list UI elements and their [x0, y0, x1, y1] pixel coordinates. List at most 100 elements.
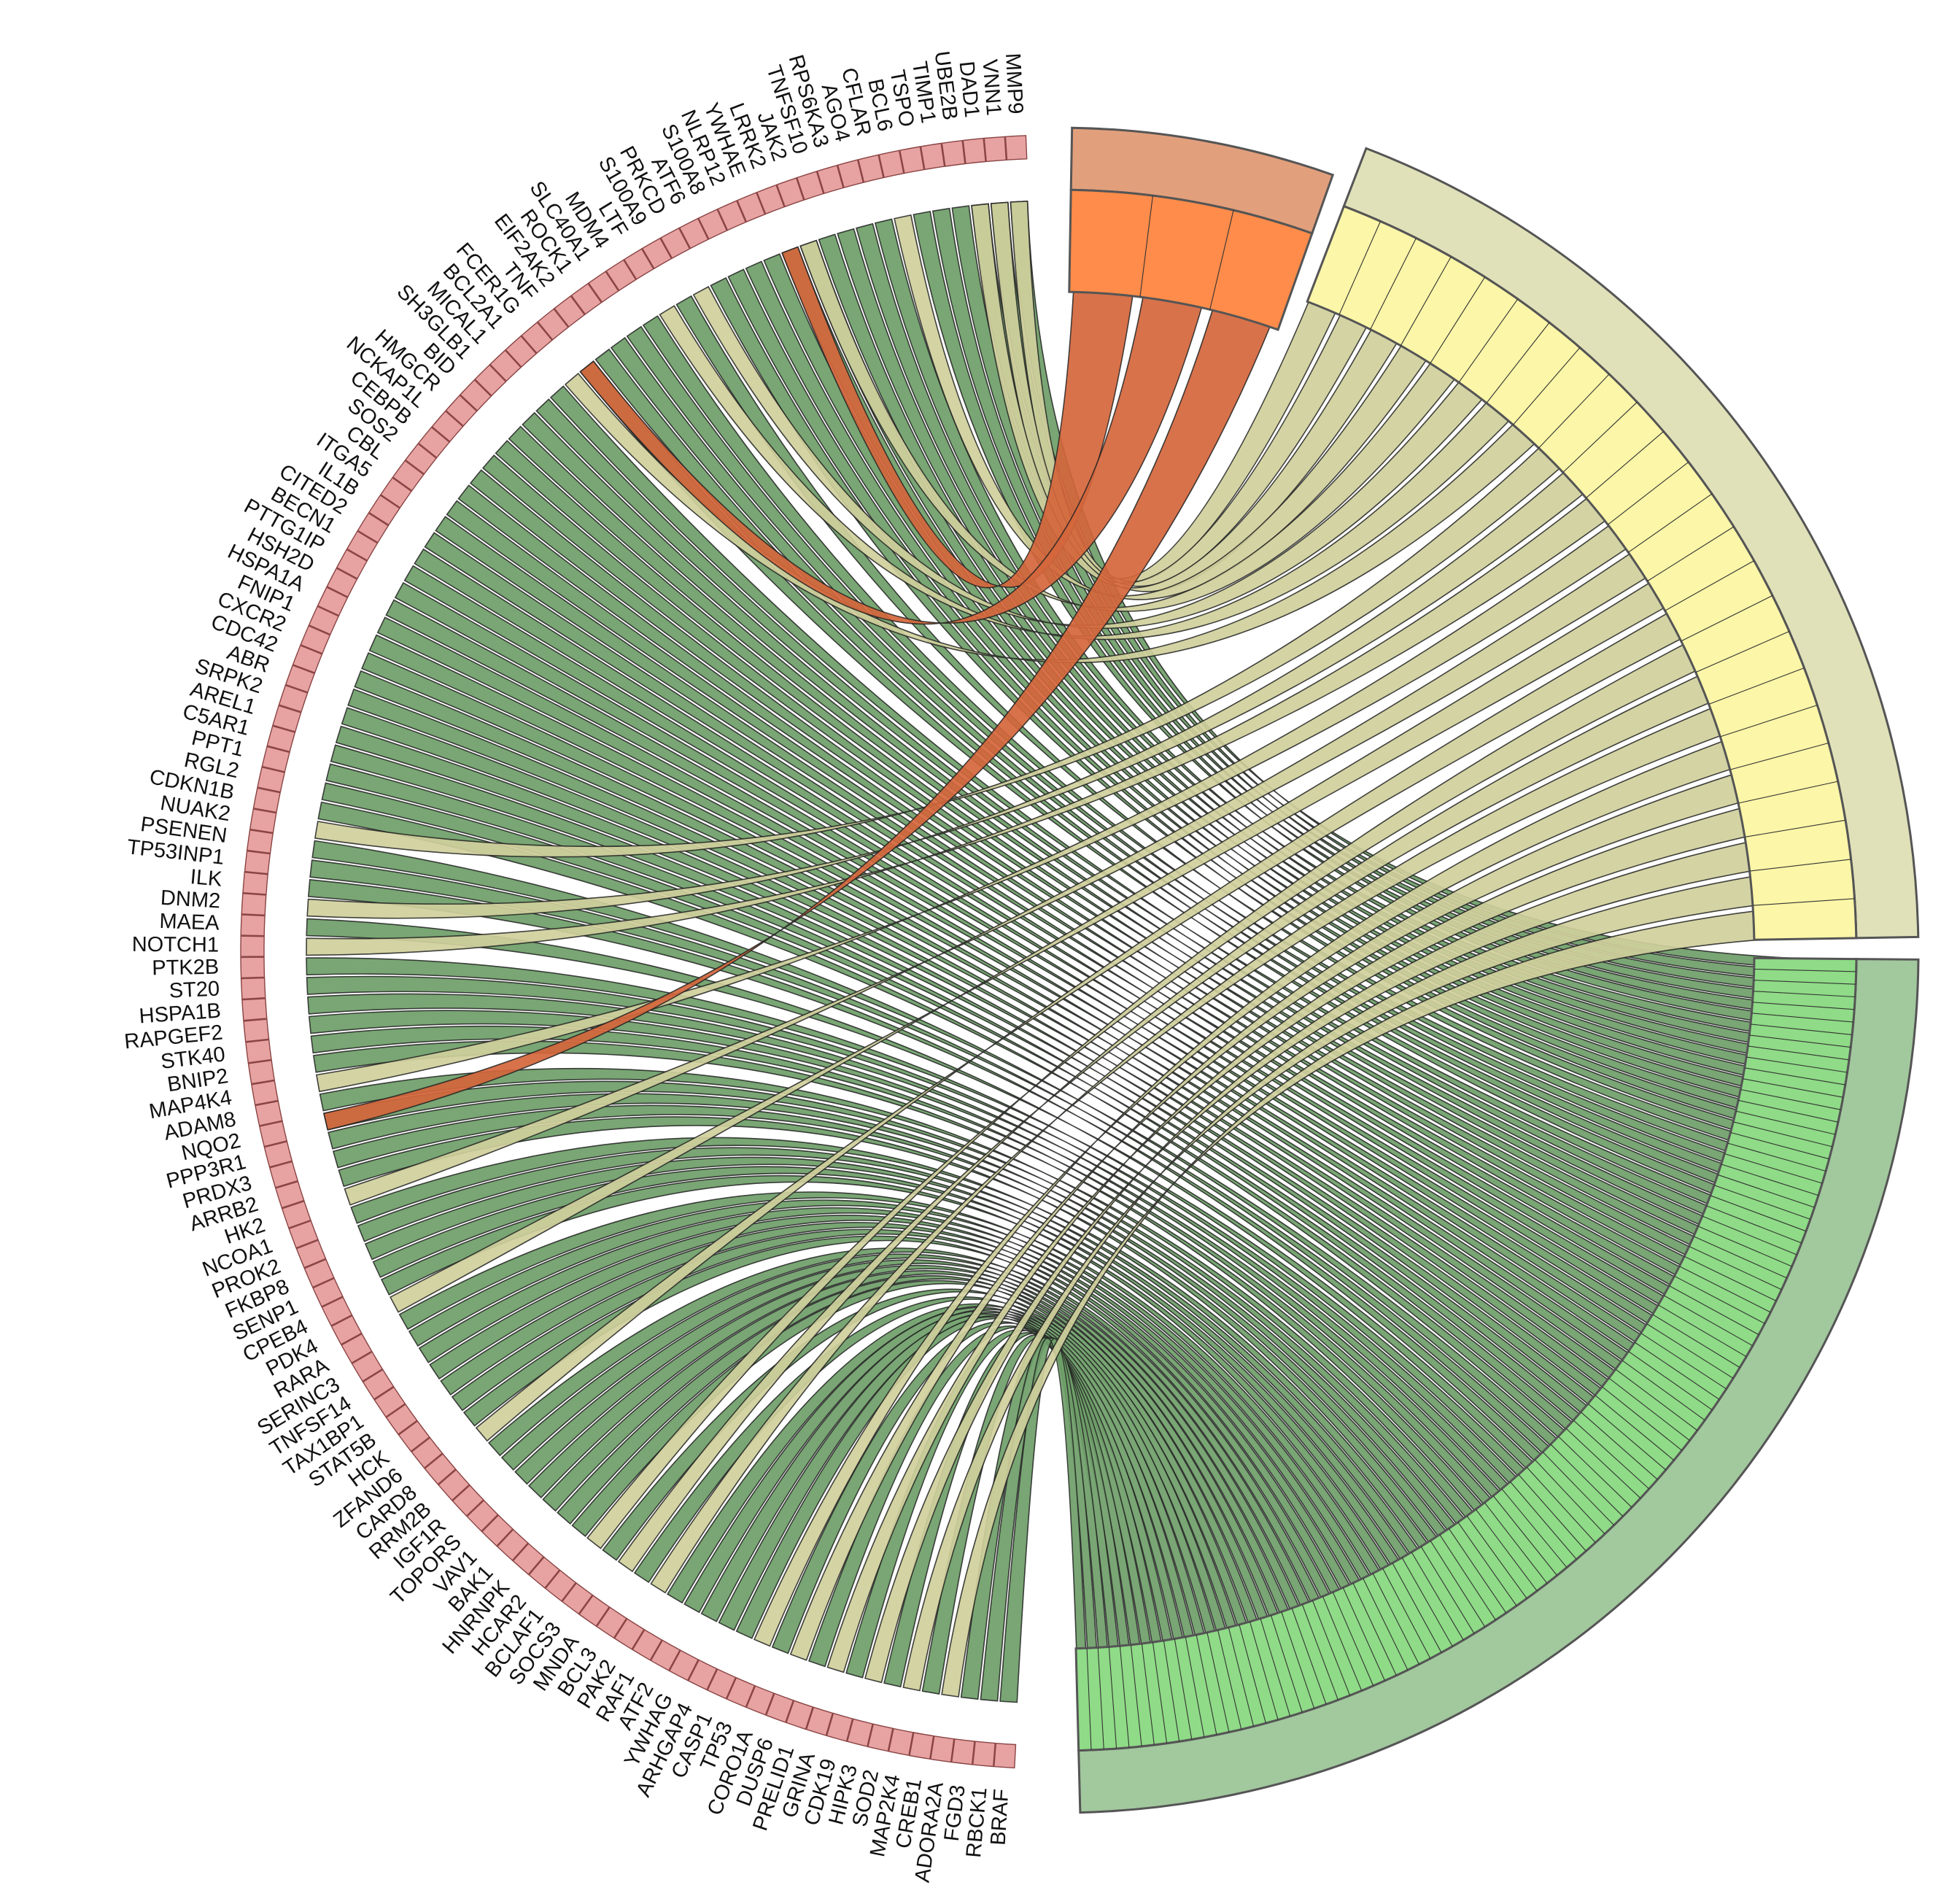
gene-block-ywhag — [668, 1649, 700, 1682]
gene-block-serinc3 — [351, 1351, 384, 1382]
gene-labels: MMP9VNN1DAD1UBE2BTIMP1TSPOBCL6CFLARAGO4R… — [123, 50, 1027, 1884]
gene-block-notch1 — [240, 935, 265, 957]
gene-block-adam8 — [255, 1100, 283, 1126]
sector-C-divider — [1457, 1522, 1517, 1606]
gene-block-raf1 — [632, 1629, 663, 1661]
gene-block-vnn1 — [983, 136, 1007, 163]
sector-B-divider — [1607, 461, 1689, 525]
sector-B-divider — [1647, 526, 1735, 582]
gene-block-hsh2d — [326, 568, 358, 598]
gene-block-sod2 — [867, 1723, 894, 1752]
gene-block-ptk2b — [240, 956, 266, 979]
gene-block-tnfsf10 — [796, 171, 824, 201]
sector-C-divider — [1733, 1121, 1833, 1148]
gene-block-ilk — [242, 871, 268, 895]
sector-B-divider — [1681, 595, 1773, 642]
sector-C-divider — [1163, 1640, 1180, 1742]
gene-block-atf6 — [678, 217, 709, 249]
gene-block-prelid1 — [786, 1700, 814, 1730]
sector-C-divider — [1727, 1142, 1826, 1172]
gene-block-stat5b — [385, 1404, 418, 1436]
sector-C-divider — [1752, 1002, 1855, 1010]
sector-C-divider — [1086, 1648, 1092, 1751]
sector-C-divider — [1372, 1573, 1419, 1665]
sector-C-divider — [1322, 1595, 1363, 1691]
gene-block-creb1 — [909, 1732, 934, 1760]
sector-C-divider — [1735, 1110, 1836, 1135]
sector-C-divider — [1448, 1528, 1507, 1614]
gene-label-ptk2b: PTK2B — [152, 956, 219, 980]
sector-B-divider — [1400, 256, 1452, 347]
sector-C-divider — [1622, 1360, 1705, 1421]
gene-block-s100a8 — [697, 209, 728, 240]
gene-block-bcl6 — [878, 150, 904, 179]
gene-block-arrb2 — [275, 1180, 305, 1209]
sector-C-divider — [1608, 1377, 1690, 1441]
sector-C-divider — [1363, 1578, 1409, 1671]
gene-block-tnf — [537, 308, 569, 341]
gene-block-hck — [398, 1420, 430, 1452]
gene-block-stk40 — [245, 1039, 272, 1064]
sector-C-divider — [1724, 1153, 1823, 1184]
gene-block-adora2a — [929, 1735, 955, 1763]
gene-block-card8 — [424, 1453, 457, 1485]
sector-B-divider — [1586, 430, 1664, 499]
gene-block-nuak2 — [249, 808, 277, 834]
sector-C-divider — [1301, 1604, 1338, 1700]
gene-block-ywhae — [736, 192, 766, 223]
sector-C-divider — [1509, 1481, 1577, 1560]
gene-block-mdm4 — [605, 259, 637, 292]
sector-C-divider — [1646, 1323, 1734, 1379]
gene-block-hk2 — [281, 1200, 311, 1229]
sector-C-divider — [1697, 1226, 1792, 1267]
gene-label-notch1: NOTCH1 — [132, 933, 219, 957]
sector-C-divider — [1281, 1611, 1315, 1709]
sector-C-divider — [1108, 1646, 1117, 1749]
sector-C-divider — [1713, 1185, 1811, 1220]
sector-C-divider — [1392, 1563, 1442, 1653]
gene-block-cdkn1b — [252, 787, 281, 813]
gene-block-tp53inp1 — [244, 850, 271, 875]
sector-C-divider — [1196, 1634, 1217, 1735]
sector-C-divider — [1749, 1034, 1851, 1048]
gene-block-srpk2 — [278, 684, 309, 713]
gene-block-mical1 — [489, 349, 522, 382]
gene-block-abr — [284, 665, 316, 693]
gene-block-jak2 — [776, 177, 805, 208]
sector-C-divider — [1595, 1395, 1675, 1461]
sector-B-divider — [1458, 298, 1519, 383]
sector-B-divider — [1430, 276, 1486, 364]
gene-block-eif2ak2 — [554, 295, 586, 328]
sector-C-divider — [1628, 1350, 1713, 1411]
sector-C-divider — [1669, 1285, 1759, 1336]
sector-C-divider — [1542, 1452, 1614, 1526]
sector-C-divider — [1663, 1295, 1753, 1347]
sector-C-divider — [1693, 1236, 1787, 1279]
gene-block-cited2 — [357, 512, 390, 543]
gene-block-rapgef2 — [243, 1018, 270, 1042]
gene-label-hspa1b: HSPA1B — [139, 999, 222, 1029]
sector-B-divider — [1695, 630, 1790, 673]
gene-block-cebpb — [417, 426, 451, 459]
gene-block-hspa1b — [241, 998, 268, 1021]
gene-block-prok2 — [295, 1239, 327, 1269]
gene-block-slc40a1 — [588, 271, 619, 303]
sector-C-divider — [1174, 1638, 1193, 1740]
gene-label-ilk: ILK — [190, 865, 224, 891]
gene-block-becn1 — [346, 530, 379, 562]
gene-label-braf: BRAF — [987, 1788, 1014, 1846]
gene-block-fgd3 — [950, 1738, 975, 1765]
gene-block-psenen — [246, 829, 274, 854]
gene-block-prkcd — [659, 227, 691, 259]
sector-C-divider — [1658, 1304, 1747, 1358]
sector-B-divider — [1720, 705, 1818, 738]
gene-block-ltf — [623, 248, 654, 280]
gene-block-timp1 — [920, 142, 945, 171]
gene-block-pttg1ip — [336, 549, 368, 580]
gene-blocks — [240, 135, 1028, 1769]
gene-block-dad1 — [962, 137, 986, 165]
sector-C-divider — [1640, 1332, 1727, 1390]
sector-C-divider — [1185, 1636, 1205, 1738]
gene-label-vnn1: VNN1 — [977, 58, 1005, 117]
gene-block-c5ar1 — [266, 725, 296, 753]
